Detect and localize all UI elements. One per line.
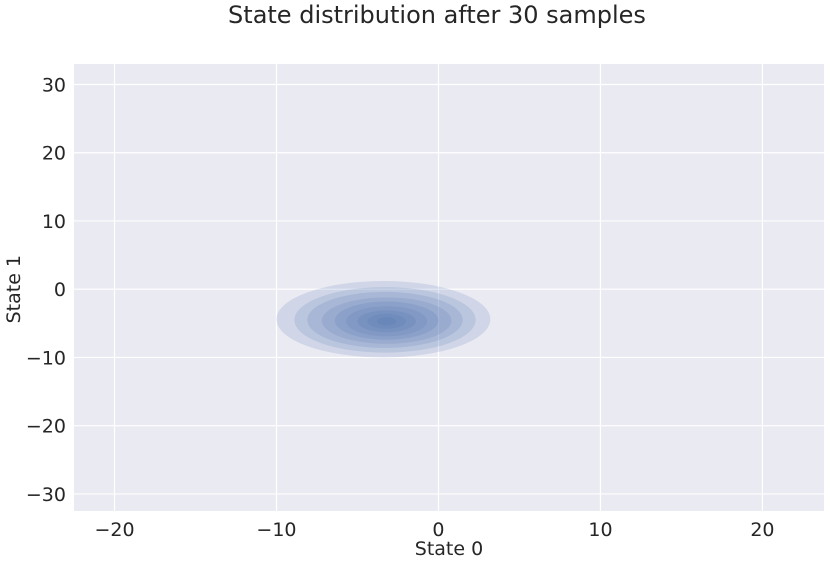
x-tick-label: −10 xyxy=(256,519,296,541)
density-contour-level-1 xyxy=(276,281,491,358)
y-tick-label: 20 xyxy=(42,143,66,165)
y-axis-label: State 1 xyxy=(3,255,25,323)
x-tick-label: 0 xyxy=(432,519,444,541)
density-contour-level-6 xyxy=(346,306,428,337)
tick-layer: −20 −10 0 10 20 −30 −20 −10 0 10 20 30 xyxy=(26,74,775,541)
chart-title: State distribution after 30 samples xyxy=(228,1,646,29)
density-contour-level-5 xyxy=(334,301,439,340)
grid-layer xyxy=(74,64,824,511)
y-tick-label: −30 xyxy=(26,484,66,506)
x-tick-label: 10 xyxy=(588,519,612,541)
y-tick-label: 0 xyxy=(54,279,66,301)
density-contour-level-8 xyxy=(367,313,407,329)
y-tick-label: −20 xyxy=(26,416,66,438)
contour-layer xyxy=(276,281,491,358)
density-contour-level-4 xyxy=(321,297,452,344)
density-contour-level-3 xyxy=(307,291,463,348)
density-contour-level-2 xyxy=(294,287,476,353)
plot-background xyxy=(74,64,824,511)
density-contour-level-9 xyxy=(376,317,397,326)
x-axis-label: State 0 xyxy=(415,538,483,560)
x-tick-label: −20 xyxy=(94,519,134,541)
y-tick-label: −10 xyxy=(26,347,66,369)
x-tick-label: 20 xyxy=(750,519,774,541)
y-tick-label: 30 xyxy=(42,74,66,96)
y-tick-label: 10 xyxy=(42,211,66,233)
density-contour-level-7 xyxy=(357,310,416,333)
